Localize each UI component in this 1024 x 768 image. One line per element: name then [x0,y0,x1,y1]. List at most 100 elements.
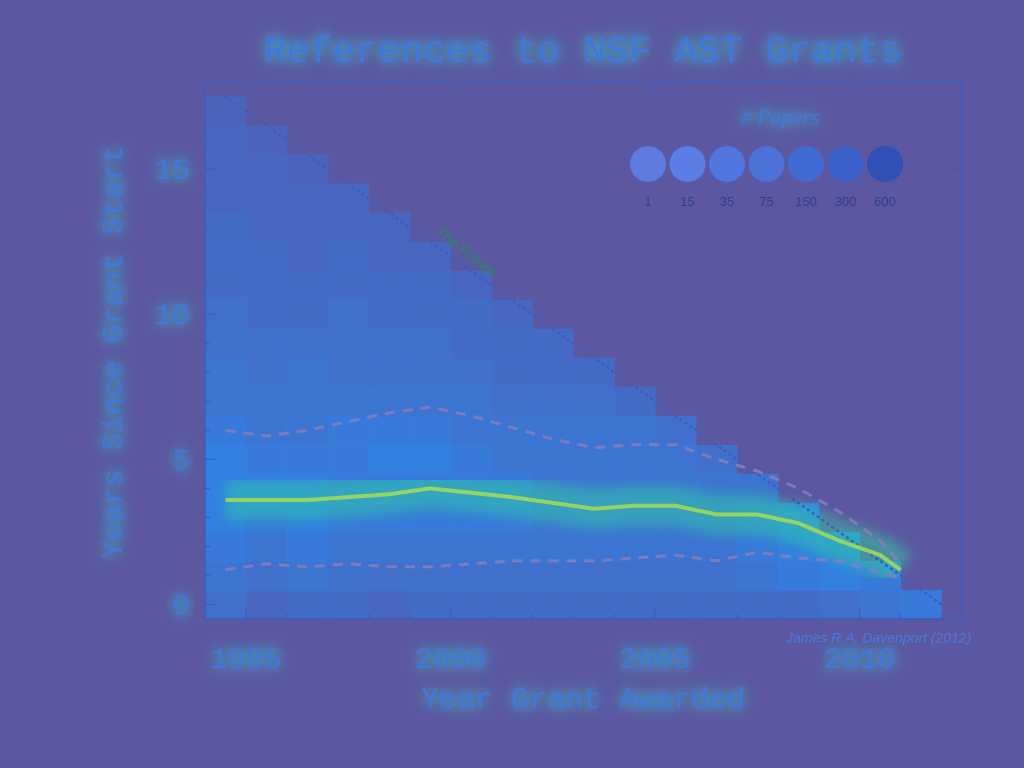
heatmap-cell [409,357,452,388]
heatmap-cell [245,212,288,243]
heatmap-cell [573,386,615,417]
legend-swatch [669,146,706,182]
heatmap-cell [450,270,492,301]
future-line [224,95,943,606]
heatmap-cell [286,357,329,388]
heatmap-cell [614,444,656,475]
heatmap-cell [368,531,411,562]
heatmap-cell [736,589,779,620]
heatmap-cell [327,328,370,359]
heatmap-cell [450,531,492,562]
heatmap-cell [409,531,452,562]
heatmap-cell [368,328,411,359]
heatmap-cell [368,299,411,330]
heatmap-cell [245,531,288,562]
heatmap-cell [409,299,452,330]
heatmap-cell [245,357,288,388]
heatmap-cell [286,241,329,272]
heatmap-cell [409,415,452,446]
heatmap-cell [245,415,288,446]
legend-swatch [630,146,666,182]
heatmap-cell [491,444,533,475]
tick-marks [205,81,962,619]
x-tick-label: 2000 [415,644,487,678]
heatmap-cell [409,328,452,359]
heatmap-cell [491,589,533,620]
legend-label: 600 [874,194,896,209]
heatmap-cell [573,560,615,591]
heatmap-cell [450,415,492,446]
series-layer [224,95,943,606]
heatmap-cell [205,357,247,388]
median-line [225,486,902,572]
legend-swatch [709,146,745,182]
heatmap-cell [286,328,329,359]
heatmap-cell [327,270,370,301]
heatmap-cell [205,560,247,591]
heatmap-cell [491,560,533,591]
heatmap-cell [777,589,820,620]
heatmap-cell [614,386,656,417]
heatmap-cell [491,531,533,562]
y-tick-label: 10 [154,300,190,334]
heatmap-cell [286,386,329,417]
heatmap-cell [532,328,574,359]
quartile-line [225,550,902,580]
heatmap-cell [245,241,288,272]
y-axis-label: Years Since Grant Start [98,145,132,559]
chart-title: References to NSF AST Grants [264,31,903,74]
legend: # Papers 1 15 35 75 150 300 600 [630,104,903,209]
heatmap-cell [409,270,452,301]
y-tick-label: 15 [154,155,190,189]
heatmap-cell [696,560,738,591]
credit-annotation: James R.A. Davenport (2012) [785,630,971,646]
heatmap-cell [286,299,329,330]
heatmap-cell [368,212,411,243]
legend-label: 75 [759,194,773,209]
heatmap-cell [450,560,492,591]
heatmap-cell [491,299,533,330]
heatmap-cell [450,357,492,388]
heatmap-layer [205,96,943,620]
heatmap-cell [409,386,452,417]
heatmap-cell [245,328,288,359]
legend-swatch [827,146,864,182]
heatmap-cell [450,589,492,620]
heatmap-cell [205,241,247,272]
heatmap-cell [245,183,288,214]
heatmap-cell [245,589,288,620]
heatmap-cell [327,212,370,243]
heatmap-cell [205,328,247,359]
heatmap-cell [205,212,247,243]
heatmap-cell [368,357,411,388]
heatmap-cell [532,560,574,591]
heatmap-cell [286,589,329,620]
y-tick-label: 0 [172,590,190,624]
heatmap-cell [655,589,697,620]
heatmap-cell [368,589,411,620]
heatmap-cell [286,183,329,214]
heatmap-cell [573,415,615,446]
heatmap-cell [777,560,820,591]
heatmap-cell [491,386,533,417]
heatmap-cell [205,386,247,417]
quartile-line [225,405,902,565]
heatmap-cell [245,154,288,185]
heatmap-cell [614,415,656,446]
heatmap-cell [655,415,697,446]
heatmap-cell [327,299,370,330]
heatmap-cell [818,589,861,620]
heatmap-cell [573,589,615,620]
x-tick-label: 1995 [210,644,282,678]
legend-label: 15 [680,194,694,209]
heatmap-cell [368,444,411,475]
heatmap-cell [327,241,370,272]
heatmap-cell [327,589,370,620]
heatmap-cell [736,560,779,591]
legend-label: 1 [644,194,651,209]
heatmap-cell [614,531,656,562]
heatmap-cell [286,212,329,243]
x-tick-label: 2010 [824,644,896,678]
heatmap-cell [450,299,492,330]
